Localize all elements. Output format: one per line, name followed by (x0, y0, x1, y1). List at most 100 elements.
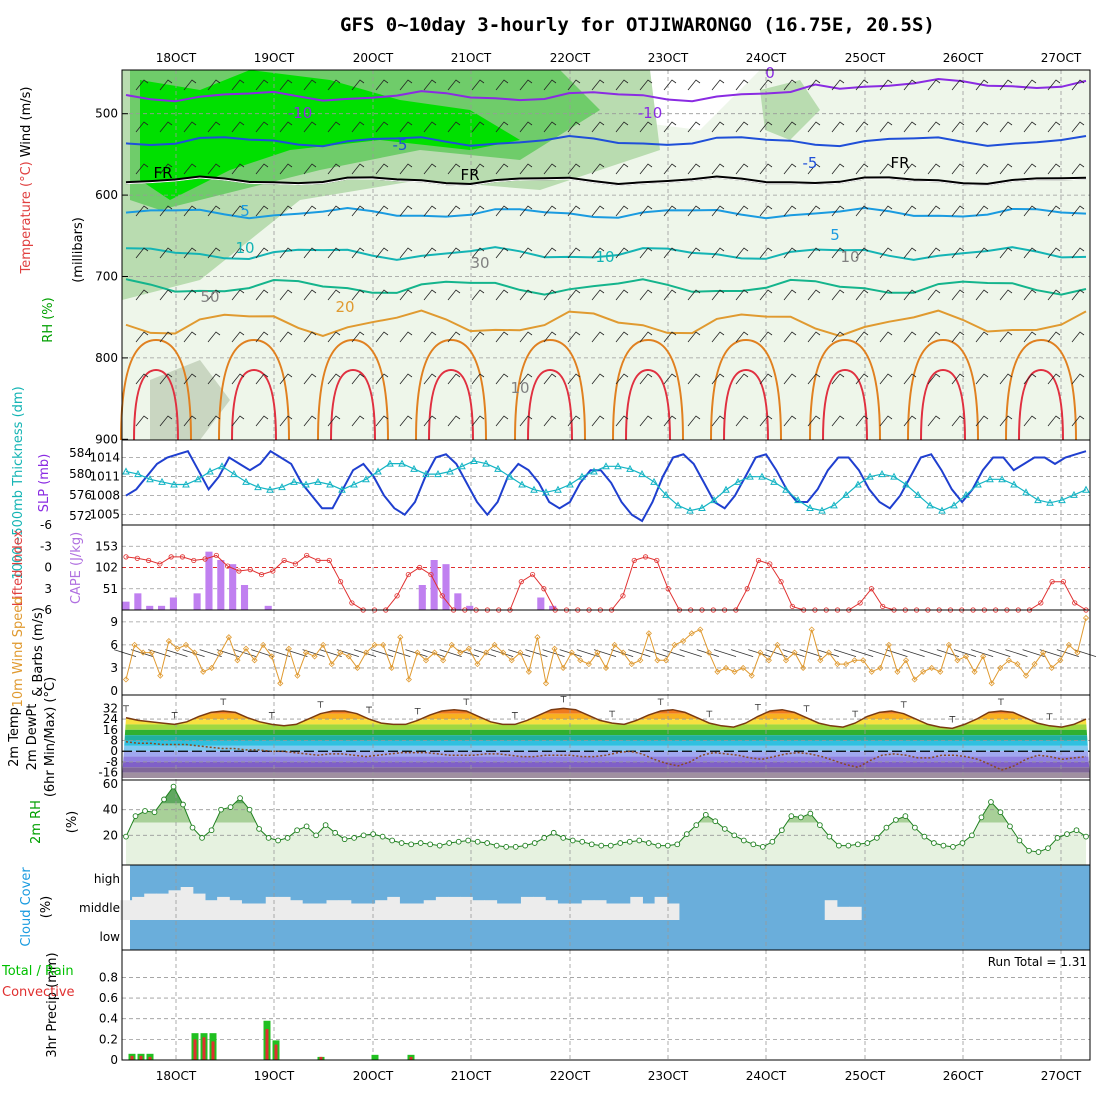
precip-ylabel-part-0: 3hr Precip (mm) (45, 952, 60, 1057)
rh2m-marker (370, 831, 376, 837)
x-top-label-9: 27OCT (1041, 51, 1082, 65)
wind-barb (207, 205, 221, 217)
precip-tick-0: 0.8 (99, 970, 118, 984)
wind-barb (687, 247, 701, 259)
rh2m-marker (1026, 847, 1032, 854)
wind10-barb (971, 649, 994, 657)
wind10-marker (380, 641, 387, 648)
wind-barb (183, 205, 197, 217)
wind-barb (375, 205, 389, 217)
wind-barb (567, 331, 581, 343)
temp-minmax-marker (317, 701, 324, 708)
wind-barb (1071, 373, 1085, 385)
wind-barb (759, 79, 773, 91)
cloud-mid-bar (119, 900, 133, 920)
wind-barb (1047, 205, 1061, 217)
wind-barb (183, 247, 197, 259)
wind10-marker (628, 661, 635, 668)
precip-ylabel: 3hr Precip (mm) (45, 952, 60, 1057)
wind-barb (639, 415, 653, 427)
thickness-marker (194, 475, 202, 483)
precip-conv-bar (211, 1041, 215, 1060)
cloud-ylabel-unit: (%) (39, 896, 54, 919)
precip-conv-bar (139, 1055, 143, 1060)
wind-barb (783, 415, 797, 427)
wind10-marker (474, 661, 481, 668)
wind-barb (495, 331, 509, 343)
x-bottom-label-6: 24OCT (746, 1069, 787, 1083)
wind10-marker (457, 649, 464, 656)
cloud-mid-bar (180, 887, 194, 920)
rh2m-marker (493, 842, 500, 849)
wind-barb (807, 289, 821, 301)
temp-band-0 (122, 703, 1090, 708)
rh2m-marker (769, 838, 776, 845)
wind-barb (375, 415, 389, 427)
cloud-mid-bar (217, 896, 230, 920)
lifted-index-marker (1049, 579, 1055, 585)
wind-barb (735, 289, 749, 301)
contour-label-3: -5 (803, 154, 818, 172)
wind-barb (327, 163, 341, 175)
rh-shade-spot (760, 80, 820, 140)
wind10-barb (765, 649, 788, 657)
wind-barb (711, 121, 725, 133)
wind10-marker (311, 653, 318, 660)
rh2m-marker (617, 840, 624, 846)
thickness-marker (602, 462, 610, 470)
thickness-marker (938, 506, 946, 514)
wind-barb (135, 247, 149, 259)
wind10-marker (294, 672, 301, 679)
wind-barb (591, 247, 605, 259)
contour-label-14: 10 (510, 379, 529, 397)
wind10-marker (782, 657, 790, 664)
cloud-mid-bar (277, 896, 291, 920)
wind10-marker (234, 657, 241, 664)
temp-ylabel-minmax-part-0: (6hr Min/Max) (°C) (43, 677, 58, 797)
isotherm-30-loop-7 (822, 368, 868, 441)
thickness-marker (542, 488, 550, 496)
wind10-marker (320, 641, 327, 648)
rh2m-marker (284, 835, 291, 841)
wind-barb (1023, 331, 1037, 343)
wind-barb (327, 331, 341, 343)
wind-barb (999, 373, 1013, 385)
wind-barb (399, 373, 413, 385)
wind-barb (615, 415, 629, 427)
wind10-marker (1005, 657, 1012, 664)
wind-barb (327, 373, 341, 385)
wind10-marker (748, 672, 755, 679)
wind-barb (999, 331, 1013, 343)
precip-legend-conv: Convective (2, 985, 75, 1000)
wind-barb (975, 415, 989, 427)
rh2m-marker (170, 783, 177, 790)
precip-conv-bar (409, 1056, 413, 1060)
wind-barb (807, 373, 821, 385)
wind10-marker (688, 630, 695, 637)
wind10-marker (1014, 661, 1021, 668)
wind-barb (207, 373, 221, 385)
thickness-marker (734, 477, 742, 485)
rh2m-marker (522, 842, 529, 849)
wind10-barb (439, 649, 462, 657)
wind-barb (231, 247, 245, 259)
cloud-mid-bar (569, 903, 583, 920)
cape-bar (217, 560, 225, 610)
wind-barb (471, 289, 485, 301)
rh2m-marker (607, 842, 614, 849)
slp-ylabel-slp-part-0: SLP (mb) (37, 454, 52, 513)
wind10-marker (877, 664, 884, 672)
rh2m-marker (246, 806, 253, 813)
rh2m-marker (931, 840, 937, 846)
lifted-index-marker (518, 579, 524, 585)
thickness-tick-2: 576 (69, 488, 92, 502)
thickness-marker (890, 472, 898, 480)
precip-conv-bar (193, 1039, 197, 1060)
lifted-index-marker (157, 561, 163, 567)
wind-barb (831, 247, 845, 259)
wind-barb (759, 415, 773, 427)
wind10-barb (833, 649, 857, 657)
wind-barb (903, 289, 917, 301)
wind-barb (447, 79, 461, 91)
wind-barb (639, 373, 653, 385)
